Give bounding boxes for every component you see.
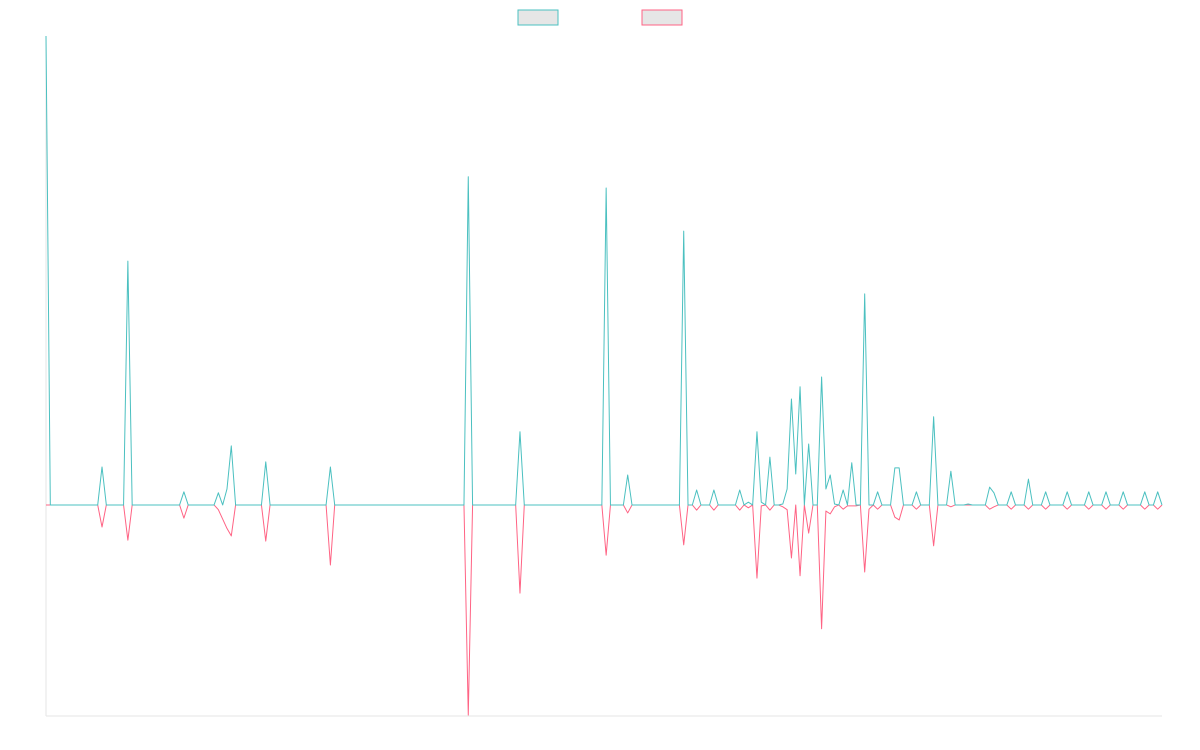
legend-swatch[interactable] [517, 9, 559, 26]
series-line [45, 35, 1163, 506]
series-line [46, 504, 1163, 716]
legend-swatch[interactable] [641, 9, 683, 26]
